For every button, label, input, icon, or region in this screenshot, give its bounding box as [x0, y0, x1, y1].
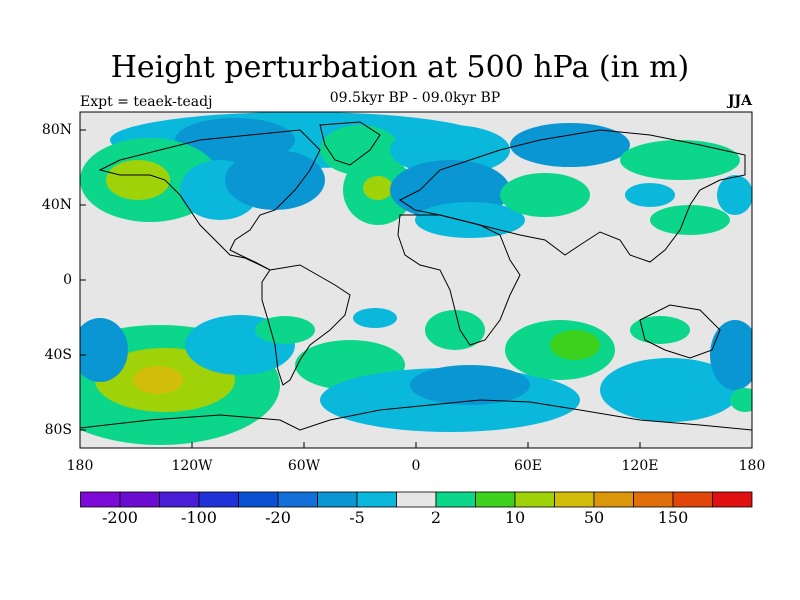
colorbar-box	[159, 491, 200, 508]
contour-region	[620, 140, 740, 180]
eurasia-coast	[399, 129, 746, 263]
contour-field	[80, 112, 752, 448]
lon-label-180w: 180	[66, 458, 94, 474]
colorbar-box	[475, 491, 516, 508]
colorbar-box	[80, 491, 121, 508]
africa-coast	[397, 214, 521, 346]
contour-region	[550, 330, 600, 360]
contour-region	[600, 358, 740, 422]
colorbar-box	[672, 491, 713, 508]
contour-region	[500, 173, 590, 217]
colorbar-label: -20	[265, 508, 291, 527]
contour-region	[410, 365, 530, 405]
colorbar-box	[356, 491, 397, 508]
lon-label-60w: 60W	[287, 458, 321, 474]
contour-region	[353, 308, 397, 328]
contour-region	[363, 176, 393, 200]
colorbar-label: -200	[102, 508, 138, 527]
contour-region	[710, 320, 752, 390]
colorbar	[80, 491, 753, 508]
contour-region	[625, 183, 675, 207]
colorbar-label: 50	[583, 508, 605, 527]
lat-label-40n: 40N	[41, 197, 72, 213]
colorbar-box	[435, 491, 476, 508]
colorbar-box	[712, 491, 753, 508]
lon-label-60e: 60E	[513, 458, 543, 474]
colorbar-box	[396, 491, 437, 508]
coastlines	[80, 121, 752, 431]
colorbar-box	[119, 491, 160, 508]
colorbar-box	[277, 491, 318, 508]
colorbar-box	[238, 491, 279, 508]
colorbar-box	[317, 491, 358, 508]
colorbar-label: -5	[349, 508, 365, 527]
contour-region	[106, 160, 170, 200]
lat-label-40s: 40S	[44, 347, 72, 363]
contour-region	[225, 150, 325, 210]
antarctica-coast	[80, 399, 752, 431]
south-america-coast	[261, 264, 351, 386]
greenland-coast	[319, 121, 381, 166]
australia-coast	[639, 304, 721, 359]
lon-label-120e: 120E	[621, 458, 659, 474]
lat-label-80n: 80N	[41, 122, 72, 138]
colorbar-box	[593, 491, 634, 508]
lat-label-0: 0	[63, 272, 72, 288]
contour-region	[80, 318, 128, 382]
experiment-label: Expt = teaek-teadj	[80, 94, 213, 110]
colorbar-label: 150	[657, 508, 689, 527]
axis-ticks	[79, 129, 753, 448]
contour-region	[510, 123, 630, 167]
contour-region	[650, 205, 730, 235]
plot-title: Height perturbation at 500 hPa (in m)	[110, 50, 690, 85]
lon-label-0: 0	[411, 458, 421, 474]
season-label: JJA	[727, 93, 752, 109]
colorbar-box	[198, 491, 239, 508]
contour-region	[133, 366, 183, 394]
contour-region	[730, 388, 752, 412]
plot-subtitle: 09.5kyr BP - 09.0kyr BP	[329, 90, 501, 106]
colorbar-box	[514, 491, 555, 508]
contour-region	[717, 175, 752, 215]
contour-region	[630, 316, 690, 344]
colorbar-label: 2	[430, 508, 442, 527]
colorbar-label: 10	[504, 508, 526, 527]
colorbar-box	[633, 491, 674, 508]
contour-region	[425, 310, 485, 350]
lon-label-120w: 120W	[171, 458, 213, 474]
colorbar-label: -100	[181, 508, 217, 527]
contour-region	[255, 316, 315, 344]
colorbar-box	[554, 491, 595, 508]
lon-label-180e: 180	[738, 458, 766, 474]
north-america-coast	[98, 129, 321, 271]
contour-region	[390, 125, 510, 175]
lat-label-80s: 80S	[44, 422, 72, 438]
